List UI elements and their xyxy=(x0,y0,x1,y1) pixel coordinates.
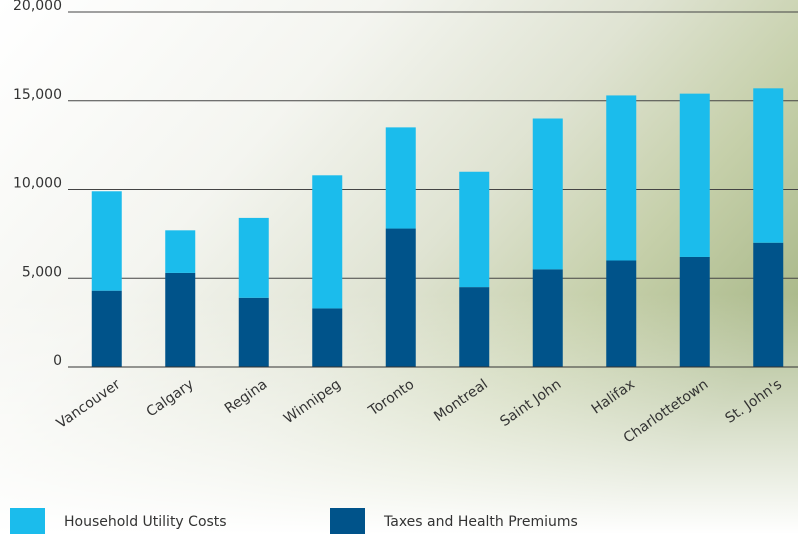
legend-swatch xyxy=(10,508,45,534)
bar-segment xyxy=(91,290,122,367)
bar-segment xyxy=(459,171,490,288)
legend-swatch xyxy=(330,508,365,534)
bar-segment xyxy=(753,242,784,367)
bar-segment xyxy=(312,175,343,309)
bar-segment xyxy=(165,272,196,367)
legend-label: Household Utility Costs xyxy=(64,514,227,530)
y-tick-label: 0 xyxy=(53,353,62,369)
bar-segment xyxy=(532,269,563,367)
y-tick-label: 10,000 xyxy=(13,176,62,192)
bar-segment xyxy=(606,95,637,261)
bar-segment xyxy=(679,256,710,367)
y-tick-label: 5,000 xyxy=(22,264,62,280)
bar-segment xyxy=(753,88,784,243)
bar-segment xyxy=(238,217,269,298)
y-tick-label: 20,000 xyxy=(13,0,62,14)
bar-segment xyxy=(165,230,196,273)
bar-segment xyxy=(459,287,490,367)
y-tick-label: 15,000 xyxy=(13,87,62,103)
bar-segment xyxy=(606,260,637,367)
bar-segment xyxy=(385,228,416,367)
bar-segment xyxy=(385,127,416,229)
bar-segment xyxy=(679,93,710,257)
bar-segment xyxy=(532,118,563,270)
bar-segment xyxy=(91,191,122,291)
bar-segment xyxy=(312,308,343,367)
legend-label: Taxes and Health Premiums xyxy=(383,514,578,530)
bar-segment xyxy=(238,297,269,367)
